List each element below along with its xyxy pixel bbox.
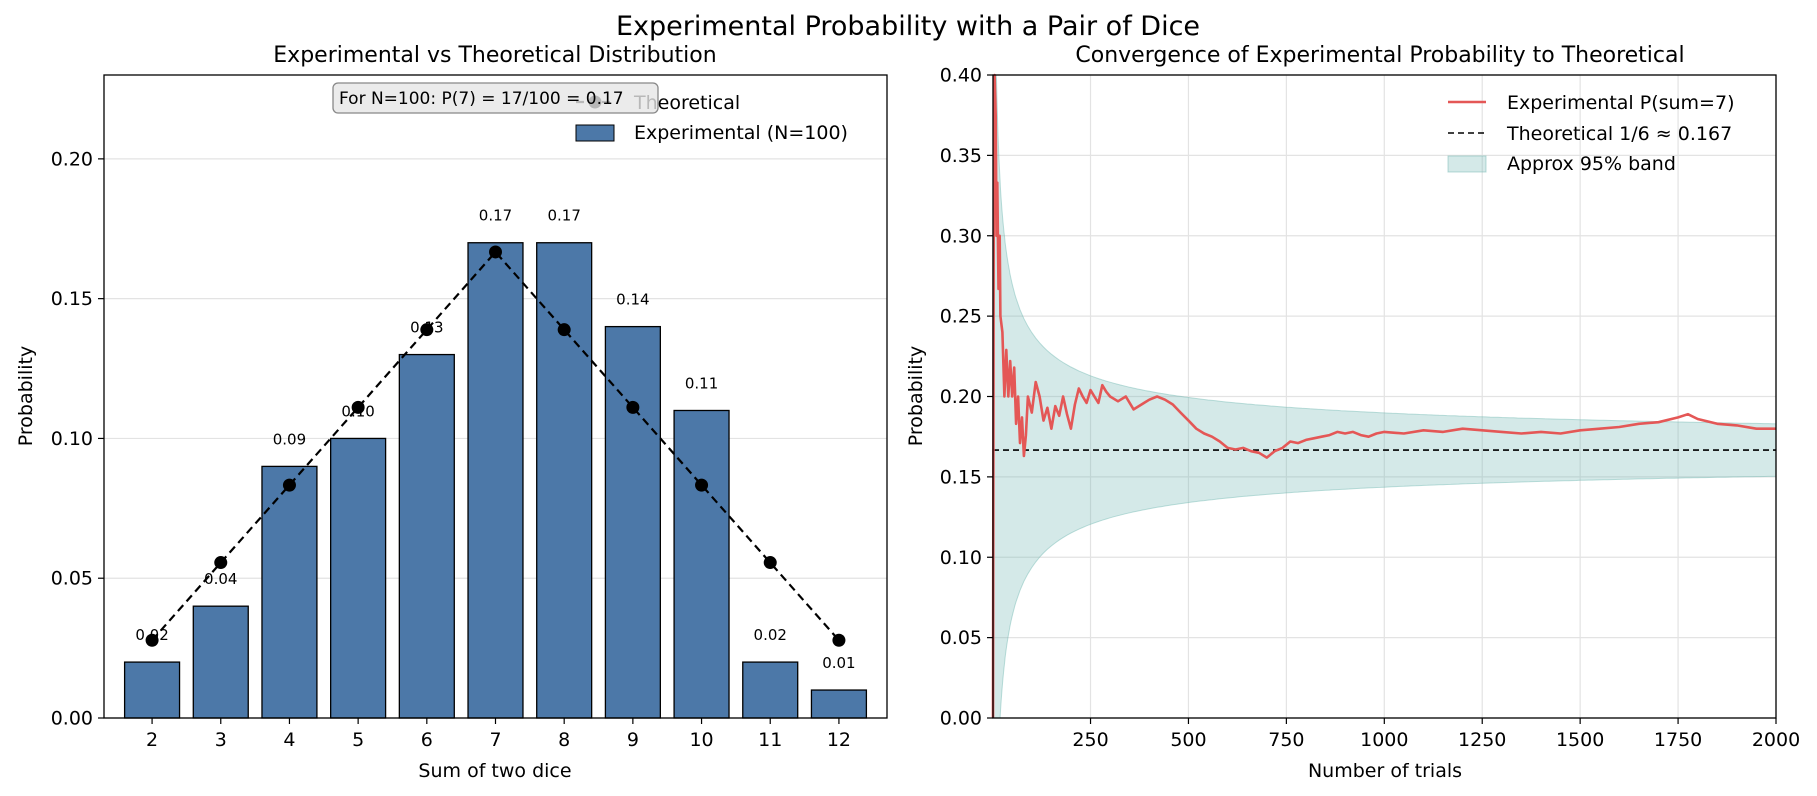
legend-label-band: Approx 95% band [1507,153,1676,175]
theoretical-point [489,245,502,259]
theoretical-point [282,478,296,492]
y-tick-label: 0.15 [51,288,93,310]
y-axis-label: Probability [905,346,927,446]
y-tick-label: 0.00 [51,708,93,730]
legend-label-theoretical: Theoretical 1/6 ≈ 0.167 [1506,123,1732,145]
legend-label-experimental: Experimental P(sum=7) [1507,92,1734,114]
bar [742,661,799,719]
bar [810,689,868,719]
theoretical-dashed-line [151,250,840,642]
legend-label-theoretical: Theoretical [633,92,740,114]
x-tick-label: 10 [689,729,713,751]
theoretical-point [351,400,365,414]
y-tick-label: 0.05 [940,627,982,649]
theoretical-point [420,323,434,337]
legend: Theoretical Experimental (N=100) [575,92,848,144]
legend-label-experimental: Experimental (N=100) [634,122,848,144]
annotation-background [332,82,659,114]
bar-value-label: 0.09 [273,430,306,448]
x-tick-label: 5 [352,729,364,751]
bar [398,353,455,719]
x-tick-label: 2000 [1752,729,1800,751]
y-tick-label: 0.10 [51,428,93,450]
x-axis: 250 500 750 1000 1250 1500 1750 2000 [1072,718,1800,751]
x-tick-label: 7 [489,729,501,751]
y-tick-label: 0.30 [940,225,982,247]
theoretical-point [832,633,846,647]
bar [261,465,318,719]
bar-value-label: 0.01 [822,654,855,672]
bar [467,242,524,719]
bar-value-label: 0.11 [685,374,718,392]
y-tick-label: 0.20 [940,386,982,408]
x-tick-label: 3 [215,729,227,751]
y-tick-label: 0.00 [940,708,982,730]
x-tick-label: 9 [627,729,639,751]
theoretical-point [695,478,709,492]
bar [673,409,730,719]
chart-title: Convergence of Experimental Probability … [1075,43,1684,68]
y-tick-label: 0.25 [940,306,982,328]
y-axis: 0.00 0.05 0.10 0.15 0.20 0.25 0.30 0.35 0.40 [940,65,993,730]
theoretical-line [145,245,846,647]
bar-value-label: 0.17 [547,207,580,225]
x-axis-label: Sum of two dice [418,760,571,782]
theoretical-point [626,400,640,414]
y-tick-label: 0.10 [940,547,982,569]
x-axis: 2 3 4 5 6 7 8 9 10 11 12 [146,718,851,751]
x-tick-label: 1000 [1360,729,1408,751]
x-tick-label: 11 [758,729,782,751]
bar [330,437,387,719]
bar-value-labels: 0.020.040.090.100.130.170.170.140.110.02… [135,207,855,672]
bar-value-label: 0.14 [616,291,649,309]
y-tick-label: 0.40 [940,65,982,87]
x-tick-label: 250 [1072,729,1108,751]
y-tick-label: 0.20 [51,148,93,170]
x-tick-label: 500 [1170,729,1206,751]
theoretical-point [557,323,571,337]
x-axis-label: Number of trials [1308,760,1462,782]
chart-title: Experimental vs Theoretical Distribution [273,43,716,68]
theoretical-point [214,556,228,570]
x-tick-label: 1500 [1556,729,1604,751]
x-tick-label: 1750 [1654,729,1702,751]
legend-band-swatch [1447,155,1487,173]
x-tick-label: 4 [283,729,295,751]
bar [123,661,181,719]
y-tick-label: 0.05 [51,568,93,590]
bars [123,242,868,719]
legend: Experimental P(sum=7) Theoretical 1/6 ≈ … [1447,92,1734,175]
y-axis: 0.00 0.05 0.10 0.15 0.20 [51,148,104,730]
experimental-line [991,73,1776,719]
y-tick-label: 0.15 [940,466,982,488]
bar [192,605,249,719]
x-tick-label: 12 [827,729,851,751]
bar-value-label: 0.17 [479,207,512,225]
theoretical-point [145,633,159,647]
x-tick-label: 750 [1268,729,1304,751]
theoretical-point [763,556,777,570]
y-axis-label: Probability [15,346,37,446]
bar-value-label: 0.02 [754,626,787,644]
convergence-chart: Convergence of Experimental Probability … [905,43,1800,782]
x-tick-label: 1250 [1458,729,1506,751]
legend-experimental-swatch [575,124,615,142]
bar [536,242,593,719]
experimental-probability-line [991,73,1776,719]
figure-suptitle: Experimental Probability with a Pair of … [616,11,1200,42]
annotation-box: For N=100: P(7) = 17/100 = 0.17 [332,82,659,114]
dice-distribution-chart: Experimental vs Theoretical Distribution… [15,43,888,782]
bar-value-label: 0.04 [204,570,237,588]
bar [604,325,661,719]
y-tick-label: 0.35 [940,145,982,167]
x-tick-label: 6 [421,729,433,751]
x-tick-label: 8 [558,729,570,751]
x-tick-label: 2 [146,729,158,751]
annotation-text: For N=100: P(7) = 17/100 = 0.17 [339,89,624,109]
